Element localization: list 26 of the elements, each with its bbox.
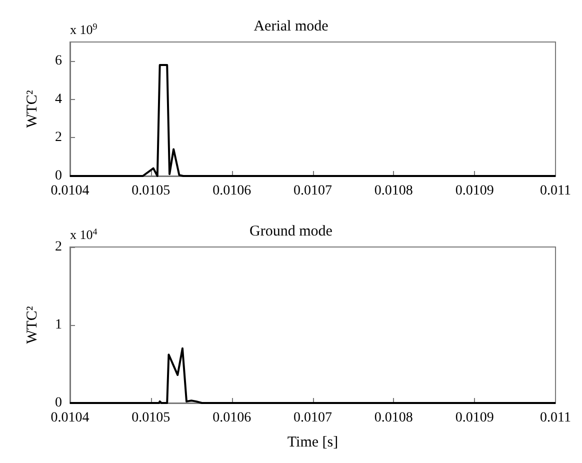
x-tick-label: 0.0109 <box>455 184 494 198</box>
x-tick-label: 0.011 <box>540 410 571 426</box>
x-tick-label: 0.0104 <box>50 184 90 198</box>
x-tick-label: 0.0107 <box>294 184 332 198</box>
x-tick-label: 0.0105 <box>132 184 170 198</box>
y-tick-label: 1 <box>55 318 62 332</box>
x-tick-label: 0.0106 <box>212 184 252 198</box>
y-axis-title: WTC² <box>24 90 40 128</box>
chart-title: Ground mode <box>250 224 333 240</box>
y-tick-label: 0 <box>55 168 62 184</box>
y-axis-title: WTC² <box>24 306 40 344</box>
y-tick-label: 2 <box>55 240 62 254</box>
x-tick-label: 0.0105 <box>132 410 170 426</box>
chart-title: Aerial mode <box>254 18 329 34</box>
x-tick-label: 0.0108 <box>374 410 413 426</box>
x-tick-label: 0.0106 <box>212 410 252 426</box>
y-tick-label: 0 <box>55 396 62 410</box>
x-tick-label: 0.0109 <box>455 410 494 426</box>
y-tick-label: 2 <box>55 130 62 146</box>
x-tick-label: 0.0107 <box>294 410 332 426</box>
x-tick-label: 0.0104 <box>50 410 90 426</box>
y-tick-label: 6 <box>55 54 62 69</box>
x-tick-label: 0.0108 <box>374 184 413 198</box>
x-tick-label: 0.011 <box>540 184 571 198</box>
x-axis-title: Time [s] <box>287 434 338 450</box>
y-tick-label: 4 <box>55 92 62 107</box>
